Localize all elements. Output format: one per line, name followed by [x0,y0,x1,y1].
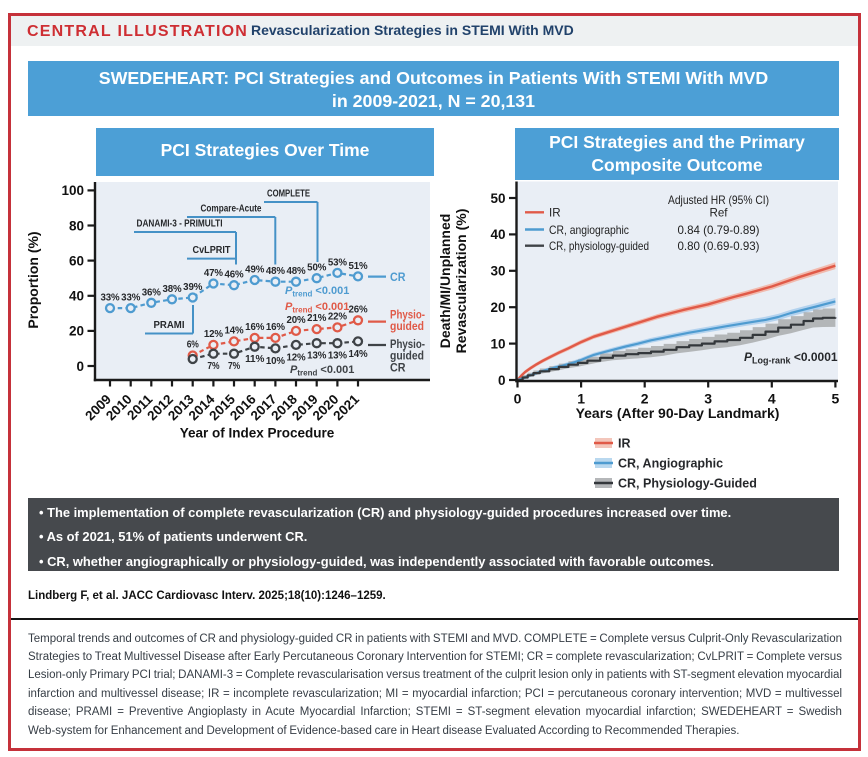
svg-text:guided: guided [390,319,424,333]
svg-text:7%: 7% [207,361,219,372]
svg-text:51%: 51% [349,261,369,272]
svg-text:PLog-rank <0.0001: PLog-rank <0.0001 [744,350,838,366]
svg-text:0: 0 [514,391,522,407]
svg-text:12%: 12% [204,329,224,340]
svg-text:33%: 33% [101,293,121,304]
svg-text:Ptrend <0.001: Ptrend <0.001 [285,285,349,299]
svg-text:6%: 6% [187,340,199,351]
svg-text:CR, Physiology-Guided: CR, Physiology-Guided [618,477,757,491]
svg-text:IR: IR [618,437,631,451]
svg-text:38%: 38% [163,284,183,295]
svg-text:3: 3 [704,391,712,407]
svg-text:CR, angiographic: CR, angiographic [549,224,629,237]
svg-text:13%: 13% [328,351,348,362]
svg-text:47%: 47% [204,268,224,279]
svg-text:39%: 39% [183,282,203,293]
svg-text:33%: 33% [121,293,141,304]
svg-text:1: 1 [577,391,585,407]
svg-text:7%: 7% [228,361,240,372]
svg-text:36%: 36% [142,287,162,298]
svg-text:40: 40 [69,289,84,304]
svg-text:40: 40 [490,227,505,242]
svg-text:20: 20 [69,324,84,339]
svg-text:Year of Index Procedure: Year of Index Procedure [180,426,335,441]
svg-text:CR, physiology-guided: CR, physiology-guided [549,240,649,253]
svg-text:Ptrend <0.001: Ptrend <0.001 [290,364,354,378]
svg-text:53%: 53% [328,257,348,268]
svg-text:0.84 (0.79-0.89): 0.84 (0.79-0.89) [678,224,760,237]
svg-text:CvLPRIT: CvLPRIT [193,245,231,256]
svg-text:CR: CR [390,360,406,374]
svg-text:49%: 49% [245,265,265,276]
svg-text:DANAMI-3 - PRIMULTI: DANAMI-3 - PRIMULTI [137,219,223,230]
svg-text:Death/MI/Unplanned: Death/MI/Unplanned [437,214,453,349]
svg-text:Physio-: Physio- [390,337,425,351]
svg-text:Compare-Acute: Compare-Acute [201,204,262,215]
svg-text:Years (After 90-Day Landmark): Years (After 90-Day Landmark) [576,405,780,421]
svg-text:Ptrend <0.001: Ptrend <0.001 [285,301,349,315]
svg-text:14%: 14% [225,325,245,336]
svg-text:48%: 48% [287,266,307,277]
svg-text:30: 30 [490,264,505,279]
svg-text:10: 10 [490,336,505,351]
svg-text:12%: 12% [287,352,307,363]
svg-text:IR: IR [549,207,561,220]
svg-text:5: 5 [832,391,840,407]
svg-text:0: 0 [76,359,84,374]
svg-text:Proportion (%): Proportion (%) [25,231,41,328]
svg-text:20%: 20% [287,315,307,326]
svg-text:PRAMI: PRAMI [154,320,185,331]
svg-text:Ref: Ref [709,207,728,220]
svg-text:0: 0 [498,373,506,388]
svg-text:Revascularization (%): Revascularization (%) [453,209,469,354]
svg-text:COMPLETE: COMPLETE [267,189,310,200]
svg-text:100: 100 [61,183,84,198]
svg-text:Physio-: Physio- [390,308,425,322]
svg-text:0.80 (0.69-0.93): 0.80 (0.69-0.93) [678,240,760,253]
svg-text:10%: 10% [266,356,286,367]
svg-text:48%: 48% [266,266,286,277]
svg-text:16%: 16% [266,322,286,333]
svg-text:14%: 14% [349,349,369,360]
svg-text:80: 80 [69,218,84,233]
svg-text:Adjusted HR (95% CI): Adjusted HR (95% CI) [668,194,769,207]
svg-text:26%: 26% [349,304,369,315]
svg-text:13%: 13% [307,351,327,362]
svg-text:16%: 16% [245,322,265,333]
svg-text:CR, Angiographic: CR, Angiographic [618,457,723,471]
svg-text:46%: 46% [225,270,245,281]
svg-text:2: 2 [641,391,649,407]
svg-text:50%: 50% [307,263,327,274]
svg-text:20: 20 [490,300,505,315]
svg-text:50: 50 [490,191,505,206]
svg-text:11%: 11% [245,354,265,365]
svg-text:CR: CR [390,270,406,284]
svg-text:22%: 22% [328,311,348,322]
svg-text:guided: guided [390,349,424,363]
svg-text:4: 4 [768,391,776,407]
svg-text:21%: 21% [307,313,327,324]
svg-text:60: 60 [69,253,84,268]
